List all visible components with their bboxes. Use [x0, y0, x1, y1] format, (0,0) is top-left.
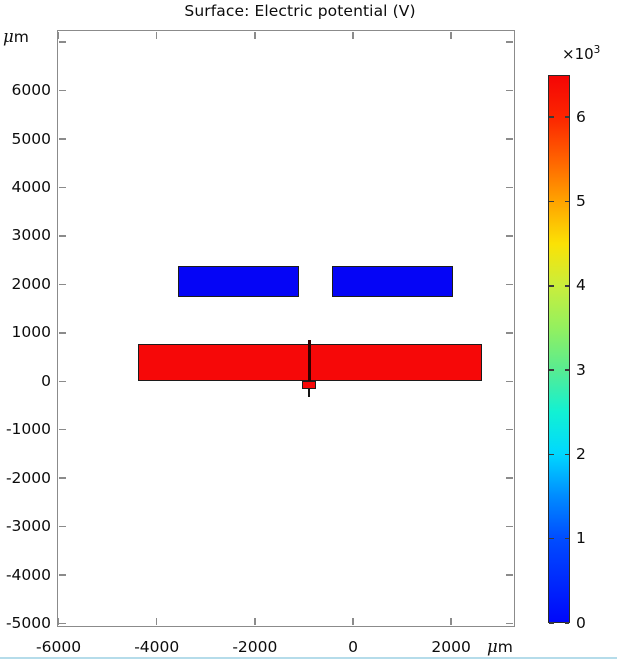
y-axis-tick — [58, 525, 66, 528]
mu-glyph: μ — [3, 27, 14, 46]
x-axis-tick — [450, 618, 452, 626]
y-axis-tick-label: -4000 — [5, 565, 51, 584]
y-axis-tick — [58, 235, 66, 237]
y-axis-tick — [58, 89, 66, 92]
colorbar-tick-left — [549, 285, 554, 287]
x-axis-tick-top — [352, 31, 354, 39]
region-plate-divider-line[interactable] — [308, 340, 311, 382]
y-axis-tick — [58, 138, 66, 140]
y-axis-tick-right — [506, 332, 514, 334]
colorbar-tick-label: 1 — [576, 529, 586, 548]
x-axis-tick-top — [254, 31, 256, 39]
mu-glyph: μ — [487, 637, 498, 656]
colorbar-tick-right — [564, 369, 569, 371]
colorbar-tick-left — [549, 453, 554, 456]
plot-area[interactable] — [57, 30, 515, 627]
x-axis-tick — [156, 618, 158, 626]
colorbar-tick-right — [564, 622, 569, 624]
x-axis-tick-top — [57, 31, 60, 39]
colorbar-tick-left — [549, 622, 554, 624]
y-axis-tick-label: 6000 — [11, 81, 51, 100]
y-axis-tick — [58, 574, 66, 576]
y-axis-tick-label: 1000 — [11, 323, 51, 342]
y-axis-tick-right — [506, 89, 514, 92]
colorbar-tick-label: 2 — [576, 444, 586, 463]
y-axis-tick — [58, 622, 66, 625]
colorbar-exponent-label: ×103 — [562, 44, 600, 63]
colorbar-tick-label: 3 — [576, 360, 586, 379]
y-axis-tick — [58, 380, 66, 382]
y-axis-tick-right — [506, 283, 514, 286]
region-electrode-left[interactable] — [177, 266, 299, 297]
colorbar-tick-right — [564, 116, 569, 118]
y-axis-tick-right — [506, 138, 514, 140]
y-axis-tick-label: 4000 — [11, 178, 51, 197]
y-axis-tick-label: 5000 — [11, 129, 51, 148]
x-axis-tick-label: -6000 — [36, 638, 82, 656]
colorbar-tick-left — [549, 116, 554, 118]
y-axis-tick-label: -3000 — [5, 517, 51, 536]
y-axis-tick-right — [506, 477, 514, 479]
window-bottom-border — [0, 657, 617, 659]
x-axis-tick-label: -4000 — [134, 638, 180, 656]
y-axis-tick-right — [506, 622, 514, 625]
y-axis-tick-label: -5000 — [5, 614, 51, 633]
x-axis-unit-label: μm — [487, 637, 513, 656]
x-axis-tick — [254, 618, 256, 626]
y-axis-tick-right — [506, 429, 514, 431]
plot-title: Surface: Electric potential (V) — [184, 2, 416, 20]
y-axis-unit-label: μm — [3, 27, 29, 46]
x-axis-tick-top — [156, 31, 158, 39]
region-probe-tab[interactable] — [302, 381, 317, 389]
colorbar-tick-right — [564, 200, 569, 203]
y-axis-tick-label: 3000 — [11, 226, 51, 245]
x-axis-tick-top — [450, 31, 452, 39]
y-axis-tick-label: -1000 — [5, 420, 51, 439]
colorbar-exponent-mantissa: ×10 — [562, 45, 594, 63]
y-axis-tick-label: 2000 — [11, 274, 51, 293]
y-axis-tick-right — [506, 235, 514, 237]
y-axis-tick — [58, 429, 66, 431]
colorbar-gradient — [548, 75, 570, 623]
colorbar-tick-label: 4 — [576, 276, 586, 295]
y-axis-tick — [58, 41, 66, 43]
y-axis-tick-right — [506, 41, 514, 43]
y-axis-tick-right — [506, 186, 514, 189]
colorbar-tick-right — [564, 285, 569, 287]
colorbar-tick-label: 0 — [576, 613, 586, 632]
y-axis-tick-right — [506, 525, 514, 528]
x-axis-tick-label: -2000 — [232, 638, 278, 656]
colorbar-tick-label: 6 — [576, 107, 586, 126]
colorbar-tick-right — [564, 537, 569, 540]
colorbar-exponent-power: 3 — [593, 44, 601, 56]
y-axis-tick-label: -2000 — [5, 468, 51, 487]
region-probe-stem[interactable] — [308, 388, 311, 397]
y-axis-tick-right — [506, 574, 514, 576]
colorbar-tick-left — [549, 537, 554, 540]
y-axis-tick-label: 0 — [41, 371, 51, 390]
region-electrode-right[interactable] — [331, 266, 454, 297]
x-axis-tick — [57, 618, 60, 626]
colorbar-tick-right — [564, 453, 569, 456]
x-axis-tick — [352, 618, 354, 626]
x-axis-tick-label: 2000 — [431, 638, 471, 656]
colorbar-tick-left — [549, 369, 554, 371]
colorbar-tick-left — [549, 200, 554, 203]
x-axis-tick-label: 0 — [348, 638, 358, 656]
y-axis-tick — [58, 283, 66, 286]
colorbar-tick-label: 5 — [576, 191, 586, 210]
y-axis-tick — [58, 477, 66, 479]
y-axis-tick — [58, 186, 66, 189]
y-axis-tick-right — [506, 380, 514, 382]
y-axis-tick — [58, 332, 66, 334]
